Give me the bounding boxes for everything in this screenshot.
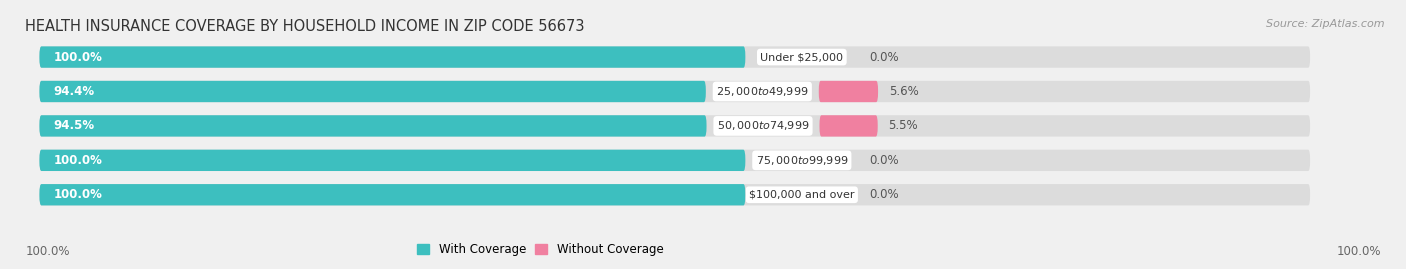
Text: $50,000 to $74,999: $50,000 to $74,999 <box>717 119 810 132</box>
FancyBboxPatch shape <box>39 81 1310 102</box>
FancyBboxPatch shape <box>39 81 706 102</box>
Text: 0.0%: 0.0% <box>869 154 898 167</box>
FancyBboxPatch shape <box>39 184 745 206</box>
FancyBboxPatch shape <box>39 46 745 68</box>
FancyBboxPatch shape <box>820 115 877 137</box>
Text: Under $25,000: Under $25,000 <box>761 52 844 62</box>
FancyBboxPatch shape <box>39 115 707 137</box>
FancyBboxPatch shape <box>39 150 1310 171</box>
FancyBboxPatch shape <box>39 115 1310 137</box>
Text: Source: ZipAtlas.com: Source: ZipAtlas.com <box>1267 19 1385 29</box>
Text: 100.0%: 100.0% <box>53 51 103 63</box>
Text: 5.5%: 5.5% <box>889 119 918 132</box>
Text: $75,000 to $99,999: $75,000 to $99,999 <box>755 154 848 167</box>
Text: 0.0%: 0.0% <box>869 188 898 201</box>
Text: 94.5%: 94.5% <box>53 119 94 132</box>
FancyBboxPatch shape <box>39 46 1310 68</box>
Text: 100.0%: 100.0% <box>53 188 103 201</box>
Text: 5.6%: 5.6% <box>889 85 918 98</box>
Legend: With Coverage, Without Coverage: With Coverage, Without Coverage <box>418 243 664 256</box>
Text: 0.0%: 0.0% <box>869 51 898 63</box>
Text: 100.0%: 100.0% <box>25 245 70 258</box>
Text: 100.0%: 100.0% <box>53 154 103 167</box>
Text: HEALTH INSURANCE COVERAGE BY HOUSEHOLD INCOME IN ZIP CODE 56673: HEALTH INSURANCE COVERAGE BY HOUSEHOLD I… <box>25 19 585 34</box>
Text: 100.0%: 100.0% <box>1336 245 1381 258</box>
Text: $100,000 and over: $100,000 and over <box>749 190 855 200</box>
Text: 94.4%: 94.4% <box>53 85 94 98</box>
Text: $25,000 to $49,999: $25,000 to $49,999 <box>716 85 808 98</box>
FancyBboxPatch shape <box>39 150 745 171</box>
FancyBboxPatch shape <box>818 81 879 102</box>
FancyBboxPatch shape <box>39 184 1310 206</box>
